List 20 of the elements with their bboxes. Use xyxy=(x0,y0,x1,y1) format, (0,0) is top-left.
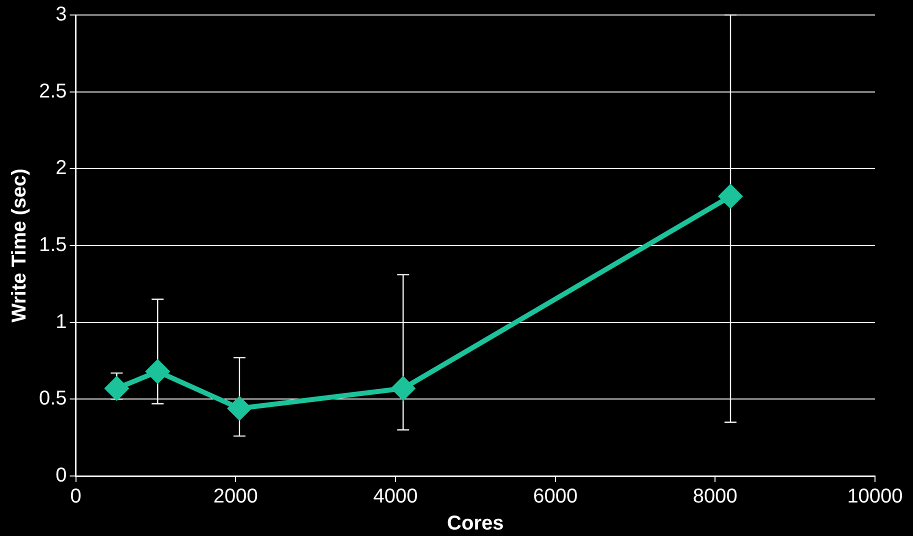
y-tick-label: 1.5 xyxy=(38,234,67,256)
point xyxy=(719,184,742,208)
x-tick-label: 4000 xyxy=(373,486,418,508)
point xyxy=(392,376,415,400)
x-tick-label: 10000 xyxy=(847,486,903,508)
y-axis-title: Write Time (sec) xyxy=(8,168,31,322)
point xyxy=(146,360,170,384)
point xyxy=(105,376,128,400)
y-tick-label: 0.5 xyxy=(38,388,67,410)
y-tick-label: 0 xyxy=(56,464,67,487)
y-tick-label: 3 xyxy=(56,4,67,26)
x-tick-label: 0 xyxy=(70,486,82,508)
x-tick-label: 6000 xyxy=(533,486,578,508)
x-tick-label: 8000 xyxy=(692,486,738,508)
x-tick-label: 2000 xyxy=(213,486,258,508)
y-tick-label: 2 xyxy=(56,157,67,180)
point xyxy=(228,396,251,420)
y-tick-label: 1 xyxy=(56,310,67,333)
x-axis-title: Cores xyxy=(447,512,504,535)
y-tick-label: 2.5 xyxy=(38,80,67,102)
